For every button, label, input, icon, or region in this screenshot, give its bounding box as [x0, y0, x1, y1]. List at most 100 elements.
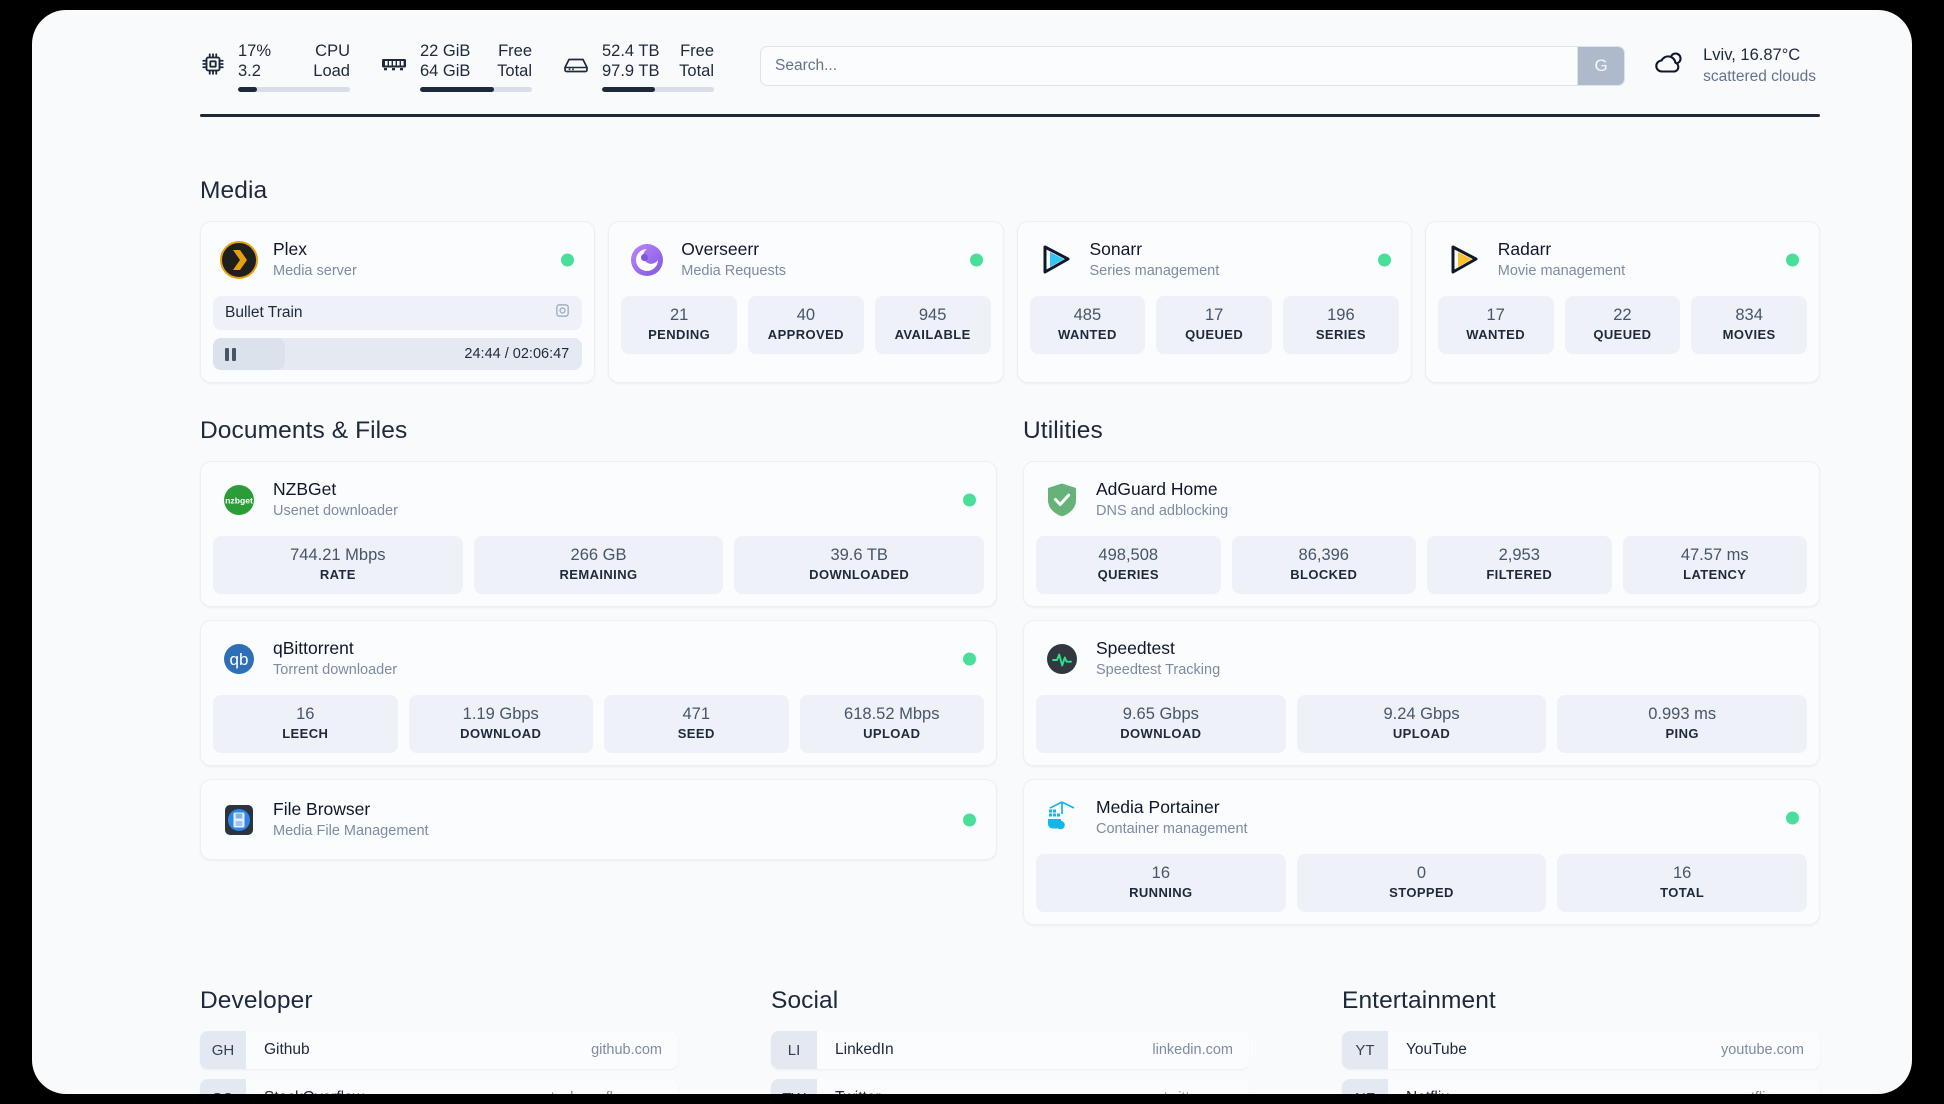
stat-tile: 39.6 TB DOWNLOADED: [734, 536, 985, 594]
bookmark-abbr: GH: [200, 1031, 246, 1069]
stat-tile: 0 STOPPED: [1296, 854, 1547, 912]
stat-label: STOPPED: [1389, 885, 1454, 900]
stat-label: UPLOAD: [863, 726, 921, 741]
stat-label: REMAINING: [559, 567, 638, 582]
service-card-adguard-home[interactable]: AdGuard Home DNS and adblocking 498,508 …: [1023, 461, 1820, 607]
adguard-subtitle: DNS and adblocking: [1096, 503, 1229, 519]
cpu-label-top: CPU: [315, 41, 350, 60]
plex-subtitle: Media server: [273, 263, 357, 279]
service-card-media-portainer[interactable]: Media Portainer Container management 16 …: [1023, 779, 1820, 925]
filebrowser-subtitle: Media File Management: [273, 823, 429, 839]
bookmark-abbr: LI: [771, 1031, 817, 1069]
overseerr-logo-icon: [627, 240, 667, 280]
bookmark-abbr: TW: [771, 1079, 817, 1094]
bookmark-abbr: SO: [200, 1079, 246, 1094]
bookmark-url: netflix.com: [1735, 1079, 1820, 1094]
stat-label: AVAILABLE: [894, 327, 971, 342]
cpu-usage-percent: 17%: [238, 41, 272, 60]
adguard-shield-icon: [1042, 480, 1082, 520]
stat-value: 744.21 Mbps: [290, 546, 386, 564]
plex-title: Plex: [273, 239, 308, 259]
stat-tile: 744.21 Mbps RATE: [213, 536, 463, 594]
stat-tile: 17 QUEUED: [1156, 296, 1272, 354]
service-card-qbittorrent[interactable]: qb qBittorrent Torrent downloader: [200, 620, 997, 766]
portainer-title: Media Portainer: [1096, 797, 1220, 817]
stat-tile: 266 GB REMAINING: [473, 536, 724, 594]
sonarr-subtitle: Series management: [1089, 263, 1220, 279]
portainer-stats: 16 RUNNING 0 STOPPED 16 TOTAL: [1036, 854, 1808, 912]
plex-progress-fill: [213, 338, 285, 370]
bookmark-item-youtube[interactable]: YT YouTube youtube.com: [1342, 1031, 1820, 1069]
stat-label: QUEUED: [1185, 327, 1244, 342]
plex-progress-bar[interactable]: 24:44 / 02:06:47: [213, 338, 583, 370]
service-card-overseerr[interactable]: Overseerr Media Requests 21 PENDING 40 A…: [608, 221, 1004, 383]
plex-logo-icon: [219, 240, 259, 280]
top-header: 17% 3.2 CPU Load: [200, 10, 1820, 112]
search-input[interactable]: [761, 47, 1578, 85]
sonarr-stats: 485 WANTED 17 QUEUED 196 SERIES: [1029, 296, 1399, 354]
bookmark-abbr: NF: [1342, 1079, 1388, 1094]
stat-tile: 834 MOVIES: [1691, 296, 1807, 354]
service-card-speedtest[interactable]: Speedtest Speedtest Tracking 9.65 Gbps D…: [1023, 620, 1820, 766]
stat-label: SERIES: [1315, 327, 1366, 342]
search-bar[interactable]: G: [760, 46, 1626, 86]
stat-tile: 16 LEECH: [213, 695, 398, 753]
svg-text:qb: qb: [230, 650, 249, 669]
scattered-clouds-icon: [1651, 49, 1689, 84]
radarr-status-indicator: [1786, 253, 1799, 266]
stat-tile: 17 WANTED: [1437, 296, 1554, 354]
nzbget-logo-icon: nzbget: [219, 480, 259, 520]
stat-value: 22: [1613, 306, 1632, 324]
overseerr-stats: 21 PENDING 40 APPROVED 945 AVAILABLE: [621, 296, 991, 354]
service-card-nzbget[interactable]: nzbget NZBGet Usenet downloader 74: [200, 461, 997, 607]
cpu-usage-bar: [238, 86, 350, 92]
pause-icon[interactable]: [225, 347, 236, 361]
qbittorrent-title: qBittorrent: [273, 638, 354, 658]
bookmark-item-twitter[interactable]: TW Twitter twitter.com: [771, 1079, 1249, 1094]
plex-status-indicator: [561, 253, 575, 266]
bookmark-name: Github: [264, 1041, 310, 1058]
bookmark-group-title: Entertainment: [1342, 987, 1496, 1014]
stat-label: DOWNLOAD: [460, 726, 542, 741]
nzbget-title: NZBGet: [273, 479, 337, 499]
stat-tile: 498,508 QUERIES: [1036, 536, 1221, 594]
service-card-sonarr[interactable]: Sonarr Series management 485 WANTED 17 Q…: [1016, 221, 1412, 383]
adguard-title: AdGuard Home: [1096, 479, 1218, 499]
nzbget-subtitle: Usenet downloader: [273, 503, 398, 519]
stat-value: 9.24 Gbps: [1383, 705, 1460, 723]
stat-value: 47.57 ms: [1680, 546, 1749, 564]
bookmark-group-developer: Developer GH Github github.com SO StackO…: [200, 987, 678, 1094]
portainer-subtitle: Container management: [1096, 821, 1248, 837]
search-provider-button[interactable]: G: [1577, 47, 1625, 85]
stat-tile: 86,396 BLOCKED: [1231, 536, 1416, 594]
stat-value: 945: [918, 306, 947, 324]
stat-tile: 196 SERIES: [1283, 296, 1399, 354]
sonarr-title: Sonarr: [1089, 239, 1143, 259]
stat-tile: 22 QUEUED: [1564, 296, 1681, 354]
service-card-radarr[interactable]: Radarr Movie management 17 WANTED 22 QUE…: [1424, 221, 1820, 383]
filebrowser-logo-icon: [219, 800, 259, 840]
bookmark-url: github.com: [591, 1042, 662, 1058]
stat-label: DOWNLOADED: [809, 567, 910, 582]
bookmark-name: StackOverflow: [246, 1079, 544, 1094]
qbittorrent-stats: 16 LEECH 1.19 Gbps DOWNLOAD 471 SEED: [213, 695, 984, 753]
bookmark-item-linkedin[interactable]: LI LinkedIn linkedin.com: [771, 1031, 1249, 1069]
bookmark-item-stackoverflow[interactable]: SO StackOverflow stackoverflow.com: [200, 1079, 678, 1094]
bookmark-item-github[interactable]: GH Github github.com: [200, 1031, 678, 1069]
service-card-plex[interactable]: Plex Media server Bullet Train: [200, 221, 596, 383]
qbittorrent-logo-icon: qb: [219, 639, 259, 679]
overseerr-status-indicator: [969, 253, 983, 266]
bookmark-item-netflix[interactable]: NF Netflix netflix.com: [1342, 1079, 1820, 1094]
section-title-documents: Documents & Files: [200, 417, 408, 444]
stat-value: 0: [1416, 864, 1427, 882]
header-divider: [200, 114, 1820, 117]
sonarr-logo-icon: [1036, 240, 1076, 280]
plex-cast-icon[interactable]: [555, 303, 570, 323]
stat-tile: 471 SEED: [604, 695, 789, 753]
stat-tile: 485 WANTED: [1029, 296, 1146, 354]
plex-now-playing-row: Bullet Train: [213, 296, 583, 330]
sonarr-status-indicator: [1377, 253, 1391, 266]
overseerr-subtitle: Media Requests: [681, 263, 787, 279]
service-card-filebrowser[interactable]: File Browser Media File Management: [200, 779, 997, 860]
stat-tile: 1.19 Gbps DOWNLOAD: [408, 695, 593, 753]
